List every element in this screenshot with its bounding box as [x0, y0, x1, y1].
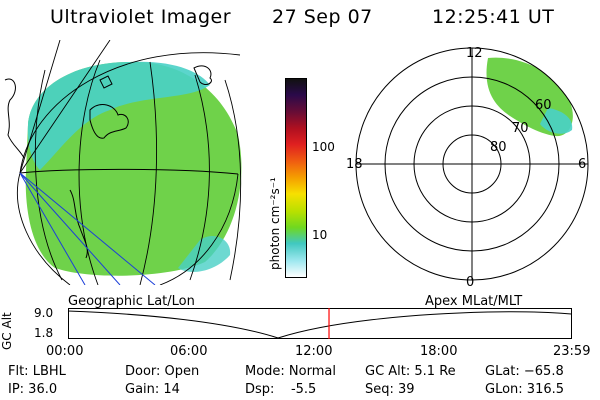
x-tick-2359: 23:59: [553, 344, 591, 359]
colorbar: [285, 78, 307, 278]
x-tick-0600: 06:00: [170, 344, 208, 359]
param-dsp: Dsp: -5.5: [245, 382, 317, 397]
y-tick-high: 9.0: [34, 306, 54, 320]
param-glat: GLat: −65.8: [485, 364, 564, 379]
mlat-label-60: 60: [535, 98, 552, 113]
geographic-map: [4, 40, 242, 285]
mlt-label-6: 6: [578, 157, 587, 172]
mlt-label-0: 0: [466, 275, 475, 290]
timeline-frame: [68, 308, 572, 339]
app-title: Ultraviolet Imager: [50, 6, 232, 28]
colorbar-unit-label: photon cm⁻²s⁻¹: [268, 177, 282, 270]
apex-label: Apex MLat/MLT: [425, 294, 523, 309]
param-glon: GLon: 316.5: [485, 382, 565, 397]
colorbar-tick-10: 10: [312, 228, 328, 242]
polar-grid: [355, 47, 589, 281]
mlat-label-70: 70: [512, 121, 529, 136]
y-tick-low: 1.8: [34, 326, 54, 340]
param-gain: Gain: 14: [125, 382, 180, 397]
field-of-view-lines: [19, 172, 156, 285]
mlat-label-80: 80: [490, 140, 507, 155]
mlt-label-18: 18: [346, 157, 363, 172]
param-seq: Seq: 39: [365, 382, 415, 397]
x-tick-1200: 12:00: [295, 344, 333, 359]
polar-mlat-mlt-plot: [355, 47, 589, 281]
param-door: Door: Open: [125, 364, 200, 379]
param-filter: Flt: LBHL: [8, 364, 66, 379]
colorbar-tick-100: 100: [312, 140, 335, 154]
gc-alt-curve: [68, 310, 572, 339]
altitude-timeline: [68, 308, 572, 339]
geographic-label: Geographic Lat/Lon: [68, 294, 195, 309]
param-ip: IP: 36.0: [8, 382, 58, 397]
x-tick-0000: 00:00: [46, 344, 84, 359]
x-tick-1800: 18:00: [420, 344, 458, 359]
header-time: 12:25:41 UT: [432, 6, 555, 28]
header-date: 27 Sep 07: [272, 6, 373, 28]
mlt-label-12: 12: [466, 46, 483, 61]
param-gc-alt: GC Alt: 5.1 Re: [365, 364, 456, 379]
lat-lon-grid: [17, 40, 242, 285]
gc-alt-axis-label: GC Alt: [0, 312, 14, 350]
coastline: [4, 65, 212, 259]
param-mode: Mode: Normal: [245, 364, 336, 379]
